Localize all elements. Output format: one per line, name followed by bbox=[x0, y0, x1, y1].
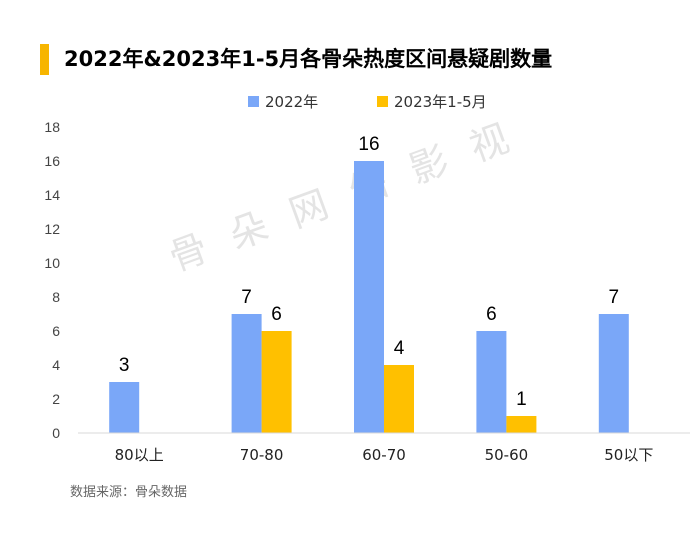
x-tick-label: 50以下 bbox=[604, 446, 653, 464]
bar-series-2022 bbox=[354, 161, 384, 433]
x-tick-label: 70-80 bbox=[240, 446, 284, 464]
y-tick-label: 14 bbox=[44, 187, 60, 203]
y-tick-label: 2 bbox=[52, 391, 60, 407]
x-axis: 80以上 70-80 60-70 50-60 50以下 bbox=[78, 432, 690, 464]
bars bbox=[109, 161, 629, 433]
source-note: 数据来源：骨朵数据 bbox=[70, 485, 188, 500]
bar-series-2023 bbox=[506, 416, 537, 433]
bar-series-2022 bbox=[109, 382, 140, 433]
data-label: 6 bbox=[271, 304, 282, 325]
bar-series-2022 bbox=[231, 314, 262, 433]
y-tick-label: 16 bbox=[44, 153, 60, 169]
bar-series-2022 bbox=[476, 331, 507, 433]
x-tick-label: 80以上 bbox=[115, 446, 164, 464]
bar-series-2023 bbox=[261, 331, 292, 433]
y-tick-label: 6 bbox=[52, 323, 60, 339]
y-tick-label: 18 bbox=[44, 119, 60, 135]
y-tick-label: 10 bbox=[44, 255, 60, 271]
data-label: 7 bbox=[609, 287, 620, 308]
x-tick-label: 50-60 bbox=[485, 446, 529, 464]
legend-label: 2023年1-5月 bbox=[394, 93, 487, 111]
data-label: 1 bbox=[516, 389, 527, 410]
bar-series-2022 bbox=[598, 314, 629, 433]
legend: 2022年 2023年1-5月 bbox=[248, 93, 487, 111]
y-tick-label: 8 bbox=[52, 289, 60, 305]
legend-swatch bbox=[248, 96, 259, 107]
y-axis: 0 2 4 6 8 10 12 14 16 18 bbox=[44, 119, 60, 441]
data-label: 6 bbox=[486, 304, 497, 325]
data-label: 16 bbox=[358, 134, 379, 155]
x-tick-label: 60-70 bbox=[362, 446, 406, 464]
data-label: 4 bbox=[394, 338, 405, 359]
data-label: 7 bbox=[241, 287, 252, 308]
y-tick-label: 4 bbox=[52, 357, 60, 373]
data-label: 3 bbox=[119, 355, 130, 376]
legend-label: 2022年 bbox=[265, 93, 318, 111]
y-tick-label: 12 bbox=[44, 221, 60, 237]
legend-swatch bbox=[377, 96, 388, 107]
chart-title: 2022年&2023年1-5月各骨朵热度区间悬疑剧数量 bbox=[64, 47, 553, 71]
bar-series-2023 bbox=[384, 365, 414, 433]
y-tick-label: 0 bbox=[52, 425, 60, 441]
title-accent-bar bbox=[40, 44, 49, 75]
